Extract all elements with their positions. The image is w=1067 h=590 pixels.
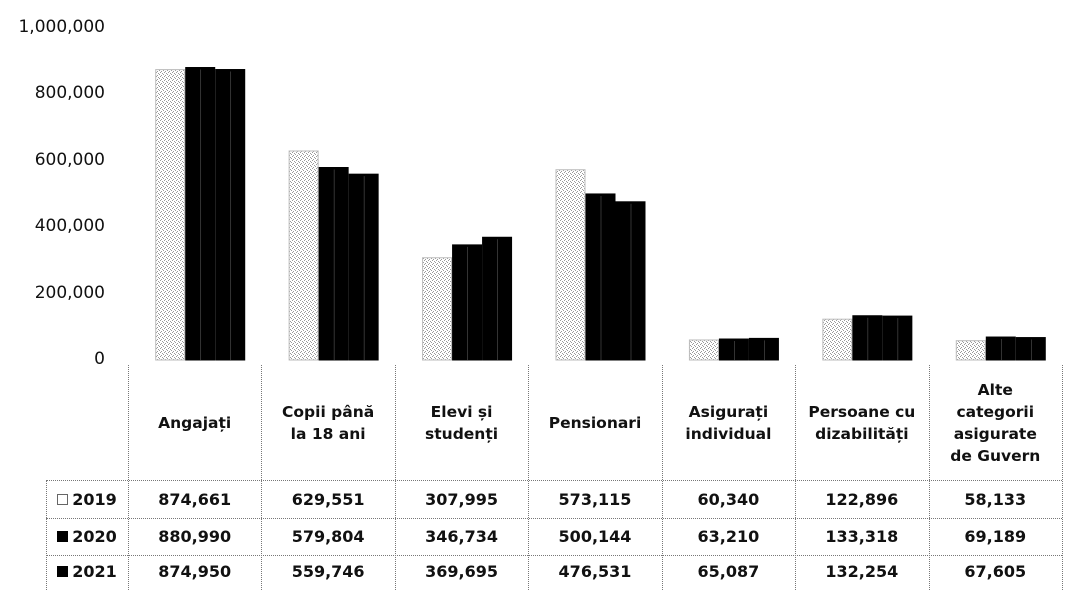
legend-entry-2019: 2019 <box>46 480 128 518</box>
y-tick-label: 800,000 <box>34 83 105 104</box>
data-table-value: 629,551 <box>291 489 365 509</box>
table-column-divider <box>394 365 396 590</box>
bar <box>615 201 646 361</box>
data-table-value: 476,531 <box>558 562 632 581</box>
legend-key <box>57 566 69 577</box>
legend-entry-2021: 2021 <box>46 555 128 588</box>
category-label-line: Angajați <box>158 413 232 432</box>
bar <box>155 69 186 361</box>
bar <box>185 67 216 361</box>
table-column-divider <box>261 365 263 590</box>
bar <box>852 315 883 361</box>
data-table-value: 65,087 <box>697 562 760 581</box>
category-label: Pensionari <box>528 365 661 480</box>
legend-entry-2020: 2020 <box>46 518 128 555</box>
data-table-value: 58,133 <box>964 489 1027 509</box>
bar <box>288 150 319 361</box>
legend-label: 2019 <box>72 489 117 509</box>
category-label-line: categorii <box>956 402 1035 421</box>
data-table-value: 880,990 <box>158 527 232 546</box>
legend-label: 2020 <box>72 527 117 546</box>
bar <box>718 338 749 361</box>
data-table-value: 346,734 <box>425 527 498 546</box>
table-column-divider <box>661 365 663 590</box>
data-table-value: 573,115 <box>558 489 632 509</box>
bar <box>748 337 779 361</box>
data-table-value: 307,995 <box>425 489 498 509</box>
y-tick-label: 0 <box>94 349 105 369</box>
y-tick-label: 200,000 <box>34 282 105 303</box>
legend-key <box>57 493 69 505</box>
data-table-value: 132,254 <box>825 562 899 581</box>
data-table-value: 559,746 <box>291 562 365 581</box>
table-column-divider <box>128 365 129 590</box>
table-column-divider <box>1062 365 1063 590</box>
bar <box>688 339 719 361</box>
category-label: Copii până la 18 ani <box>261 365 394 480</box>
category-label: Asigurați individual <box>662 365 795 480</box>
data-table-value: 67,605 <box>964 562 1027 581</box>
y-tick-label: 400,000 <box>34 216 105 237</box>
bar <box>348 173 379 361</box>
bar <box>452 244 483 361</box>
data-table-value: 133,318 <box>825 527 899 546</box>
data-table-value: 500,144 <box>558 527 632 546</box>
category-label-line: Pensionari <box>548 413 642 432</box>
data-table-value: 874,661 <box>158 489 232 509</box>
category-label-line: Elevi și <box>430 402 493 421</box>
category-label-line: Asigurați <box>688 402 769 421</box>
category-label-line: la 18 ani <box>290 424 366 443</box>
data-table-value: 122,896 <box>825 489 899 509</box>
bar <box>822 318 853 361</box>
data-table-value: 874,950 <box>158 562 232 581</box>
bar <box>215 69 246 361</box>
data-table-value: 369,695 <box>425 562 498 581</box>
table-row-divider <box>46 555 1062 556</box>
category-label-line: de Guvern <box>950 446 1041 465</box>
bar <box>422 257 453 361</box>
bar <box>1015 337 1046 361</box>
data-table-value: 579,804 <box>291 527 365 546</box>
table-left-border <box>46 480 47 590</box>
category-label-line: studenți <box>425 424 499 443</box>
category-label-line: asigurate <box>953 424 1037 443</box>
category-label-line: Alte <box>977 380 1013 399</box>
data-table-value: 63,210 <box>697 527 760 546</box>
table-column-divider <box>795 365 797 590</box>
table-column-divider <box>528 365 530 590</box>
category-label-line: individual <box>685 424 772 443</box>
category-label-line: Copii până <box>282 402 375 421</box>
category-label: Alte categorii asigurate de Guvern <box>929 365 1062 480</box>
category-label: Persoane cu dizabilități <box>795 365 928 480</box>
bar <box>955 340 986 361</box>
table-row-divider <box>46 480 1062 481</box>
bar <box>555 169 586 361</box>
table-row-divider <box>46 518 1062 519</box>
y-tick-label: 1,000,000 <box>18 17 105 37</box>
bar <box>318 167 349 361</box>
bar <box>985 336 1016 361</box>
bar <box>882 315 913 361</box>
category-label: Elevi și studenți <box>395 365 528 480</box>
category-label-line: Persoane cu <box>808 402 916 421</box>
y-tick-label: 600,000 <box>34 149 105 170</box>
legend-label: 2021 <box>72 562 117 581</box>
category-label-line: dizabilități <box>815 424 909 443</box>
legend-key <box>57 531 69 542</box>
category-label: Angajați <box>128 365 261 480</box>
table-column-divider <box>928 365 930 590</box>
bar <box>482 236 513 361</box>
data-table-value: 69,189 <box>964 527 1027 546</box>
bar <box>585 193 616 361</box>
data-table-value: 60,340 <box>697 489 760 509</box>
